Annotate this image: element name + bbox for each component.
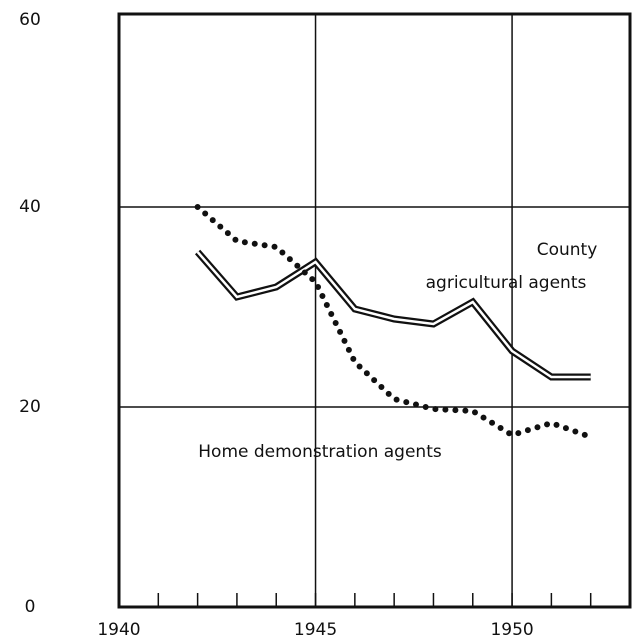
y-tick-label: 0 xyxy=(25,597,36,617)
y-tick-label: 60 xyxy=(19,10,41,30)
x-tick-label: 1945 xyxy=(294,620,337,640)
series-line-inner xyxy=(196,251,591,379)
x-tick-label: 1950 xyxy=(490,620,533,640)
y-tick-label: 40 xyxy=(19,197,41,217)
annotation: Home demonstration agents xyxy=(198,442,442,462)
annotation: County xyxy=(537,240,598,260)
series-line xyxy=(194,249,591,381)
plot-frame xyxy=(117,12,632,609)
series-line xyxy=(194,204,594,440)
x-tick-label: 1940 xyxy=(97,620,140,640)
annotation: agricultural agents xyxy=(426,273,587,293)
y-tick-label: 20 xyxy=(19,397,41,417)
